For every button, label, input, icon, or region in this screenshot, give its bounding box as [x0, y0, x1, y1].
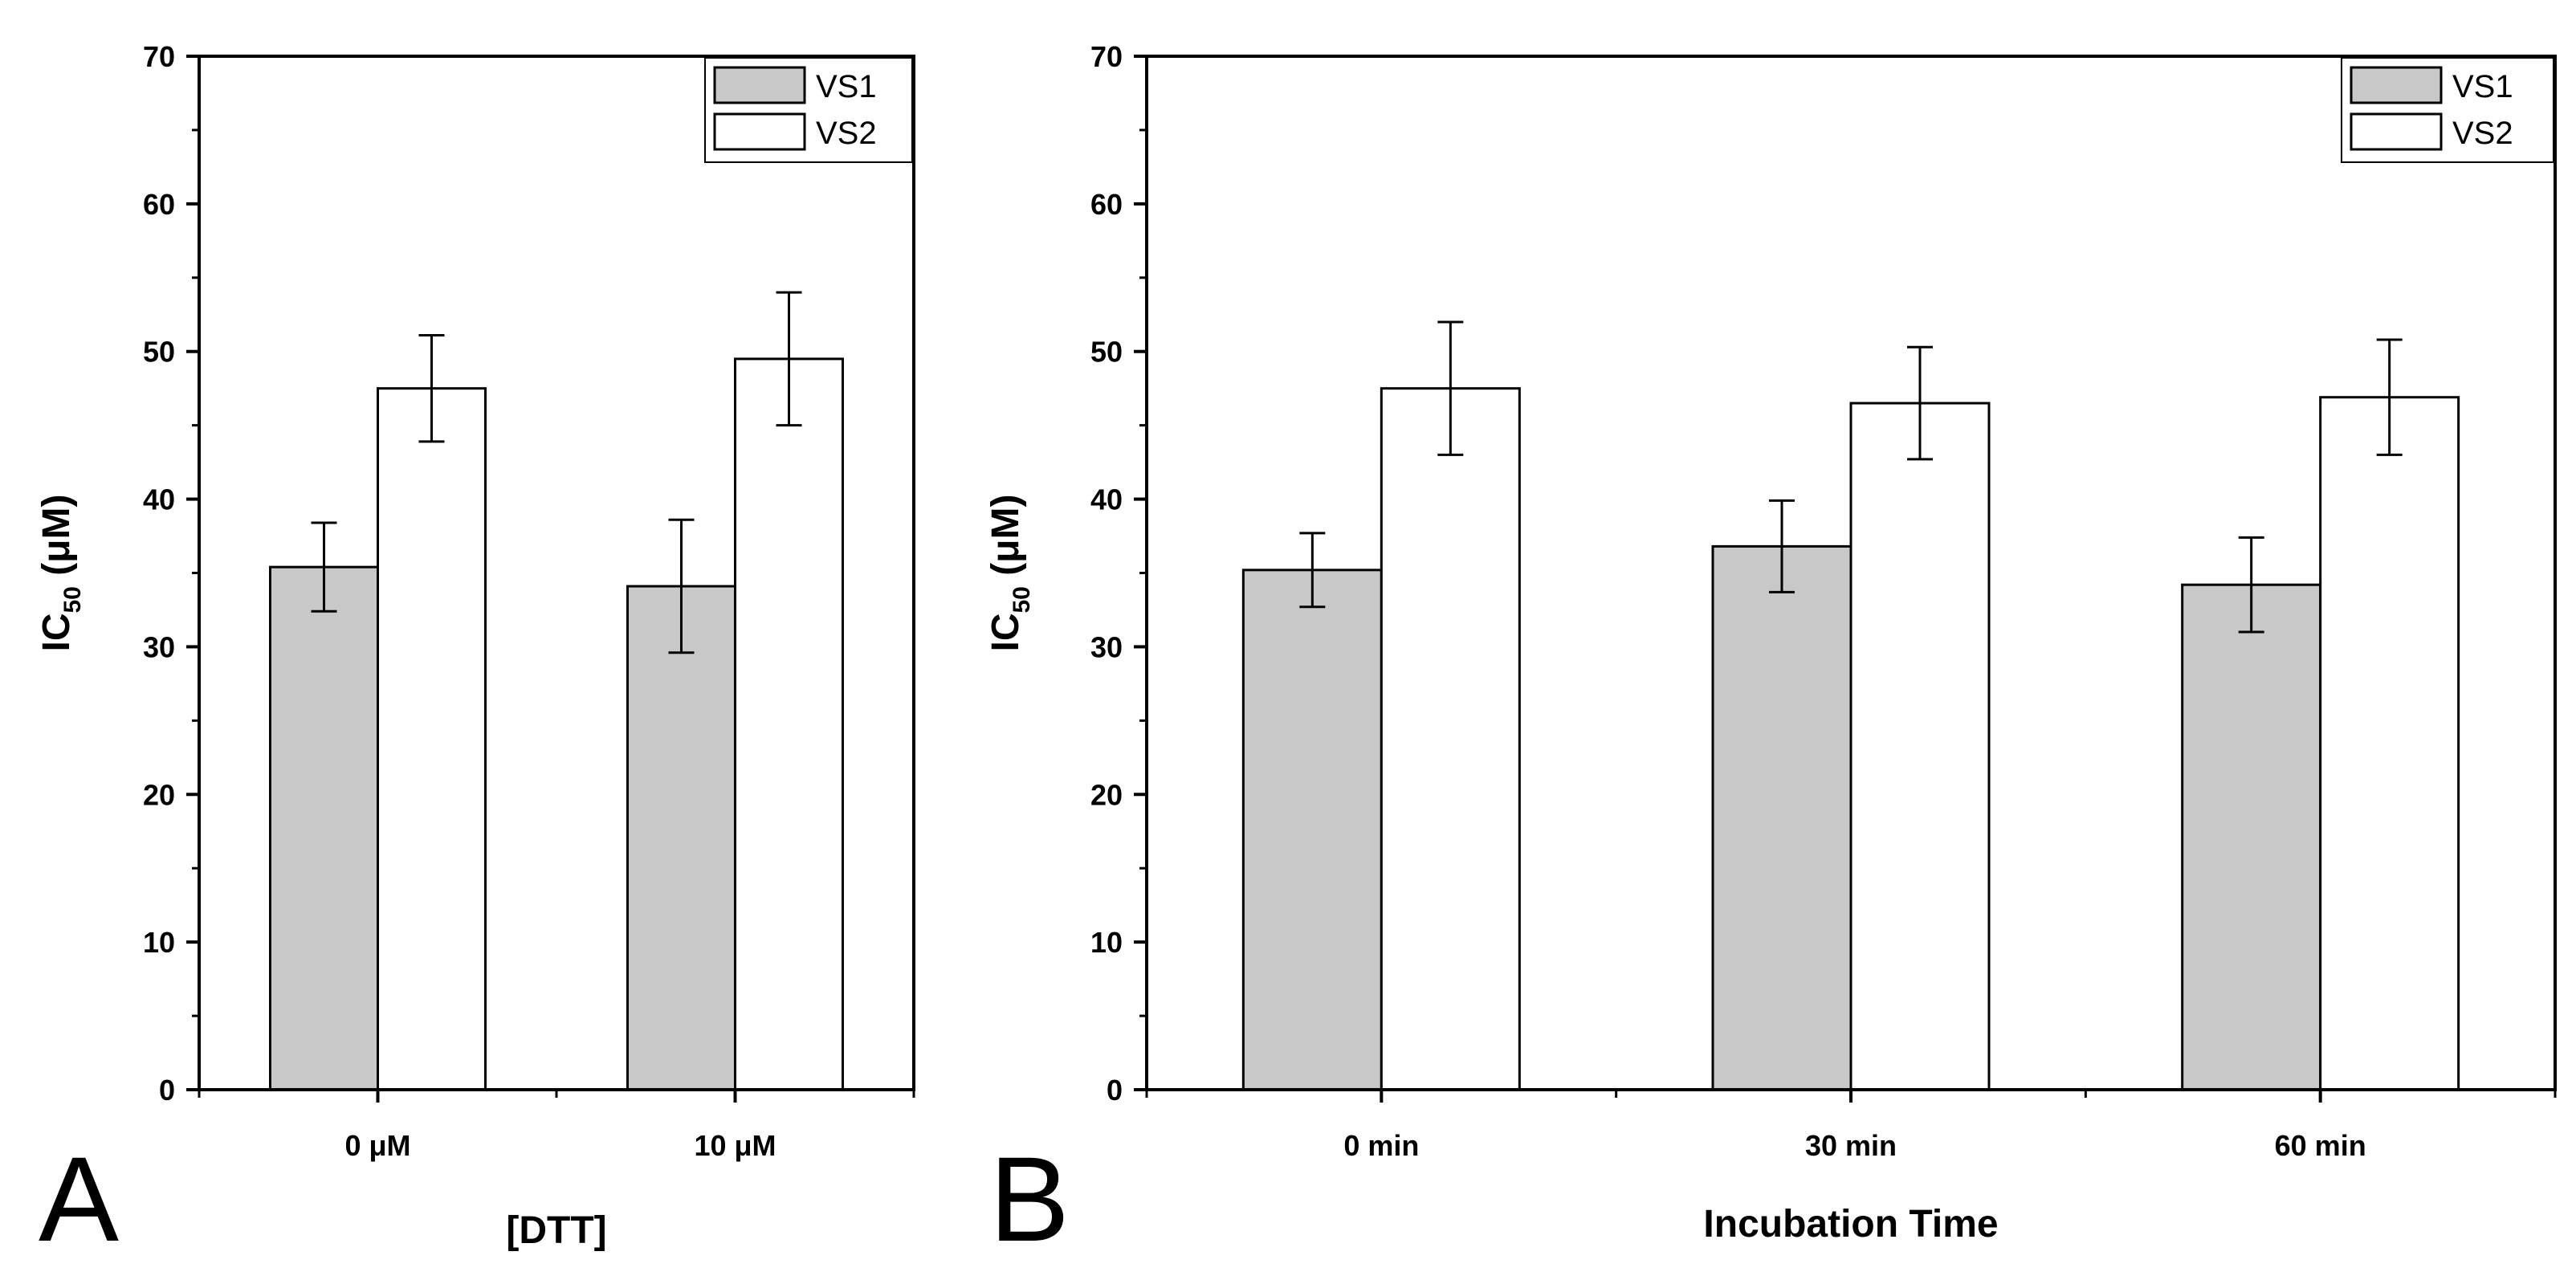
- x-tick-label: 60 min: [2275, 1129, 2366, 1162]
- panel-b-chart: 0 10 20 30 40 50 60 70 0 min 30 min 60 min Incubati…: [984, 40, 2557, 1266]
- y-tick-label: 20: [143, 778, 175, 811]
- y-axis-label-unit: (μM): [35, 494, 78, 586]
- y-axis-label: IC50 (μM): [984, 494, 1035, 651]
- bar-vs2-0: [377, 387, 487, 1091]
- bar-vs2-1: [734, 357, 844, 1091]
- x-tick-label: 10 μM: [694, 1129, 776, 1162]
- y-tick-label: 50: [143, 336, 175, 369]
- error-bar-vs1-0: [311, 521, 337, 613]
- y-tick-label: 60: [143, 188, 175, 221]
- y-axis-label-subscript: 50: [1009, 586, 1035, 613]
- y-tick-label: 40: [1090, 483, 1123, 516]
- y-axis-label-unit: (μM): [984, 494, 1027, 586]
- legend-swatch-vs1: [2350, 66, 2443, 104]
- y-axis-label: IC50 (μM): [35, 494, 86, 651]
- error-bar-vs2-2: [2376, 338, 2403, 456]
- y-tick-label: 50: [1090, 336, 1123, 369]
- x-tick-label: 0 μM: [344, 1129, 410, 1162]
- legend-label-vs1: VS1: [816, 69, 877, 104]
- panel-letter: B: [989, 1131, 1070, 1266]
- y-axis-label-main: IC: [35, 614, 78, 652]
- error-bar-vs2-1: [1907, 345, 1933, 461]
- y-tick-label: 0: [159, 1074, 175, 1107]
- y-tick-label: 10: [143, 926, 175, 959]
- error-bar-vs2-0: [1437, 320, 1464, 456]
- legend-swatch-vs2: [2350, 112, 2443, 151]
- bar-vs2-0: [1380, 387, 1521, 1091]
- error-bar-vs1-1: [668, 518, 695, 654]
- x-axis-label: Incubation Time: [1703, 1203, 1998, 1245]
- y-tick-label: 60: [1090, 188, 1123, 221]
- error-bar-vs1-2: [2238, 536, 2264, 634]
- legend-label-vs2: VS2: [816, 116, 877, 151]
- bar-vs1-0: [1241, 569, 1383, 1091]
- bar-vs1-0: [269, 565, 379, 1091]
- error-bar-vs1-0: [1299, 532, 1326, 609]
- bar-vs2-2: [2319, 396, 2460, 1091]
- y-tick-label: 30: [143, 630, 175, 663]
- y-axis-label-subscript: 50: [59, 586, 86, 613]
- y-tick-label: 40: [143, 483, 175, 516]
- bar-vs1-1: [626, 585, 736, 1091]
- legend-swatch-vs1: [713, 66, 806, 104]
- y-axis-label-main: IC: [984, 614, 1027, 652]
- y-tick-label: 30: [1090, 630, 1123, 663]
- bar-vs1-1: [1711, 544, 1853, 1091]
- bar-vs1-2: [2181, 583, 2322, 1091]
- legend-label-vs1: VS1: [2452, 69, 2513, 104]
- y-tick-label: 0: [1107, 1074, 1123, 1107]
- x-axis-label: [DTT]: [506, 1209, 606, 1252]
- y-tick-label: 20: [1090, 778, 1123, 811]
- panel-letter: A: [39, 1131, 119, 1266]
- x-tick-label: 30 min: [1805, 1129, 1897, 1162]
- legend-label-vs2: VS2: [2452, 116, 2513, 151]
- error-bar-vs2-1: [776, 291, 802, 427]
- y-tick-label: 70: [1090, 40, 1123, 73]
- error-bar-vs1-1: [1769, 499, 1795, 593]
- x-tick-label: 0 min: [1343, 1129, 1419, 1162]
- legend-swatch-vs2: [713, 112, 806, 151]
- bar-vs2-1: [1849, 402, 1991, 1091]
- error-bar-vs2-0: [418, 333, 445, 443]
- y-tick-label: 10: [1090, 926, 1123, 959]
- y-tick-label: 70: [143, 40, 175, 73]
